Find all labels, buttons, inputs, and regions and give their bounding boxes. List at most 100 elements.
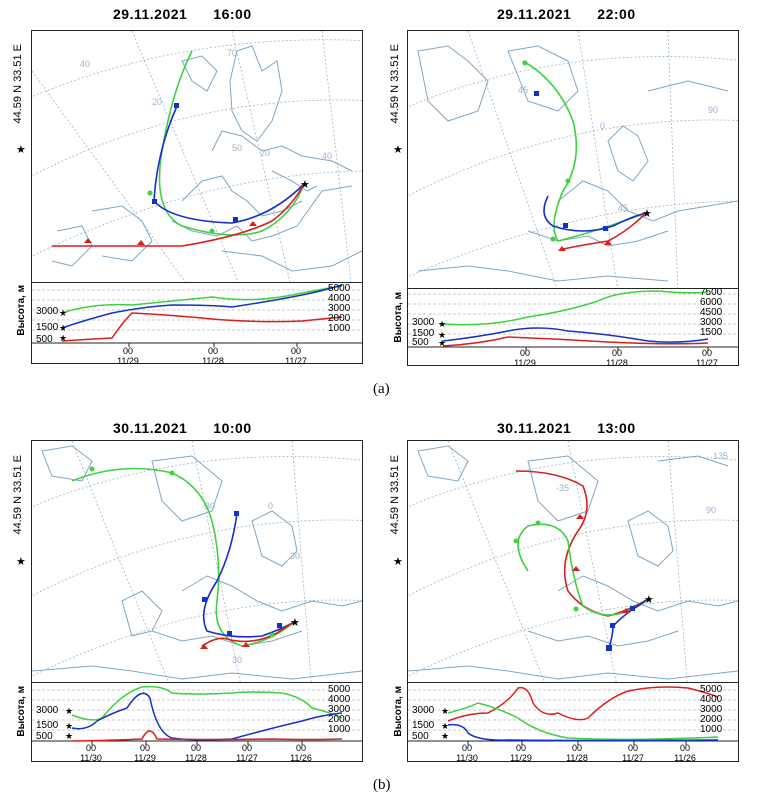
right-level: 1000 [328,323,351,334]
source-star-marker: ★ [290,617,300,629]
svg-text:30: 30 [232,655,242,665]
trajectory-map: 40 70 20 50 20 40 ★ [31,30,363,284]
svg-text:45: 45 [618,203,628,213]
right-level: 2000 [328,714,351,725]
svg-text:★: ★ [441,731,449,741]
blue-marker [233,217,238,222]
time-tick: 00 11/27 [622,743,644,763]
blue-marker [174,103,179,108]
red-marker [558,246,566,251]
time-tick: 00 11/27 [285,346,307,366]
svg-text:★: ★ [65,721,73,731]
green-marker [535,520,541,526]
red-marker [84,238,92,243]
time-tick: 00 11/28 [606,348,628,368]
svg-text:0: 0 [600,121,605,131]
green-altitude [442,290,709,326]
blue-marker [227,631,232,636]
altitude-gridlines [32,689,362,731]
caption-b: (b) [373,777,391,793]
blue-marker [202,597,207,602]
map-grid [408,31,738,289]
red-marker [242,642,250,647]
blue-marker [630,606,635,611]
right-level: 7500 [700,287,723,298]
altitude-profile: ★ ★ ★ [31,282,363,364]
green-marker [550,236,556,242]
coastlines [408,445,738,680]
svg-text:0: 0 [268,501,273,511]
panel-title: 30.11.2021 13:00 [497,420,636,436]
green-altitude [61,285,343,314]
time-tick: 00 11/26 [290,743,312,763]
green-trajectory [522,60,647,242]
green-trajectory [71,467,295,647]
svg-text:50: 50 [232,143,242,153]
svg-text:40: 40 [80,59,90,69]
altitude-stars: ★★★ [59,308,67,343]
right-level: 3000 [700,704,723,715]
blue-trajectory [153,105,305,224]
source-star-icon: ★ [393,144,403,156]
time-tick: 00 11/29 [514,348,536,368]
svg-text:45: 45 [518,85,528,95]
altitude-axis-label: Высота, м [393,292,404,343]
left-level: 3000 [412,317,435,328]
grid-labels: 135 -35 90 [556,451,728,515]
svg-text:★: ★ [65,706,73,716]
red-trajectory [201,621,295,647]
altitude-profile: ★ ★ ★ [407,288,739,366]
trajectory-map: 45 90 0 45 ★ [407,30,739,290]
right-level: 5000 [700,684,723,695]
source-star-marker: ★ [644,594,654,606]
panel-title: 29.11.2021 22:00 [497,6,636,22]
location-label: 44.59 N 33.51 E [12,44,24,124]
left-level: 500 [412,337,429,348]
coastlines [417,45,738,282]
red-marker [604,240,612,245]
altitude-axis-label: Высота, м [16,686,27,737]
red-marker [576,514,584,519]
coastlines [51,45,362,272]
time-tick: 00 11/29 [134,743,156,763]
green-marker [89,466,95,472]
altitude-stars: ★★★ [438,319,446,348]
green-altitude [447,702,719,741]
grid-labels: -30 0 30 30 [202,501,300,665]
red-altitude [447,686,719,722]
red-altitude [61,312,343,342]
svg-text:20: 20 [260,148,270,158]
trajectory-map: -30 0 30 30 ★ [31,440,363,684]
svg-text:★: ★ [441,721,449,731]
blue-marker [152,199,157,204]
time-tick: 00 11/27 [696,348,718,368]
source-star-marker: ★ [642,208,652,220]
green-marker [565,178,571,184]
left-level: 1500 [36,322,59,333]
right-level: 1000 [700,724,723,735]
location-label: 44.59 N 33.51 E [389,455,401,535]
blue-marker [563,223,568,228]
red-altitude [442,336,709,347]
blue-marker [277,623,282,628]
panel-date: 30.11.2021 [497,420,572,436]
red-marker [249,221,257,226]
caption-a: (a) [373,381,390,397]
right-level: 5000 [328,684,351,695]
right-level: 2000 [328,313,351,324]
time-tick: 00 11/30 [80,743,102,763]
altitude-stars: ★★★ [65,706,73,741]
left-level: 1500 [412,720,435,731]
trajectory-map: 135 -35 90 ★ [407,440,739,684]
green-marker [169,470,175,476]
right-level: 4000 [328,293,351,304]
blue-marker [603,226,608,231]
left-level: 3000 [36,306,59,317]
time-tick: 00 11/29 [117,346,139,366]
map-grid [32,441,362,683]
right-level: 3000 [328,704,351,715]
svg-text:70: 70 [227,48,237,58]
left-level: 3000 [412,705,435,716]
left-level: 3000 [36,705,59,716]
time-tick: 00 11/28 [185,743,207,763]
